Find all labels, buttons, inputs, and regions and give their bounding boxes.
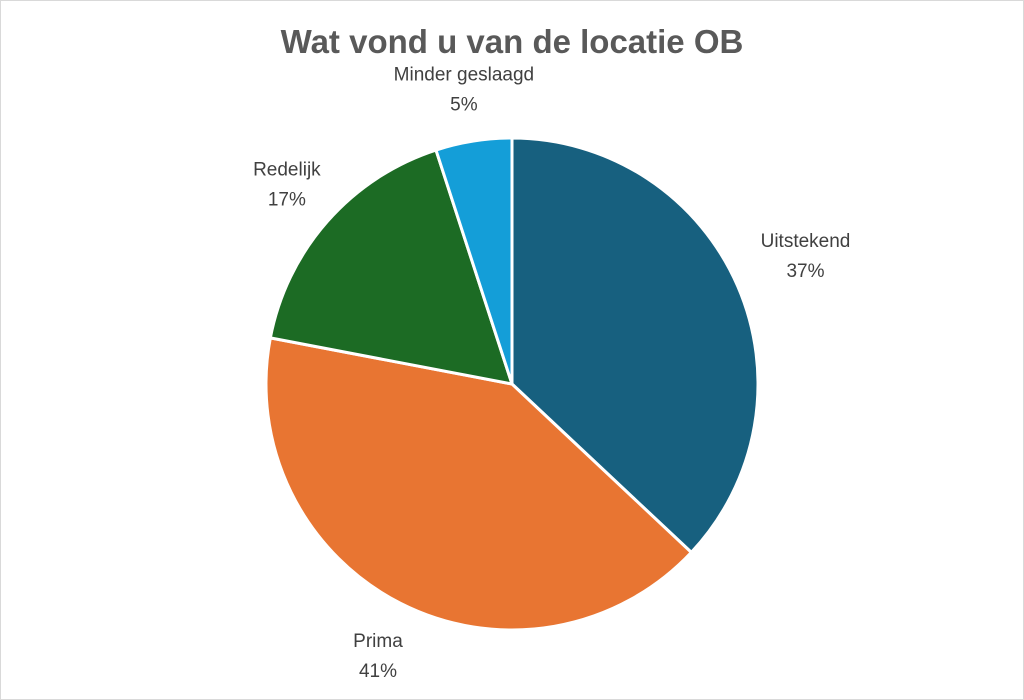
data-label-redelijk: Redelijk 17%	[253, 160, 321, 211]
data-label-prima: Prima 41%	[353, 631, 403, 682]
slice-percent-label: 5%	[450, 94, 478, 115]
chart-title: Wat vond u van de locatie OB	[280, 23, 744, 60]
slice-category-label: Prima	[353, 631, 403, 652]
pie-slice-uitstekend	[510, 136, 760, 554]
pie-slice-prima	[264, 336, 693, 632]
pie-labels: Uitstekend 37% Prima 41% Redelijk 17% Minder g…	[253, 64, 850, 682]
slice-category-label: Minder geslaagd	[394, 64, 534, 85]
slice-percent-label: 17%	[268, 190, 306, 211]
data-label-minder-geslaagd: Minder geslaagd 5%	[394, 64, 534, 115]
pie-slices	[264, 136, 760, 632]
slice-category-label: Uitstekend	[761, 231, 851, 252]
pie-slice-minder-geslaagd	[434, 136, 514, 386]
pie-slice-redelijk	[268, 148, 514, 386]
data-label-uitstekend: Uitstekend 37%	[761, 231, 851, 282]
slice-percent-label: 41%	[359, 661, 397, 682]
slice-percent-label: 37%	[786, 261, 824, 282]
slice-category-label: Redelijk	[253, 160, 321, 181]
